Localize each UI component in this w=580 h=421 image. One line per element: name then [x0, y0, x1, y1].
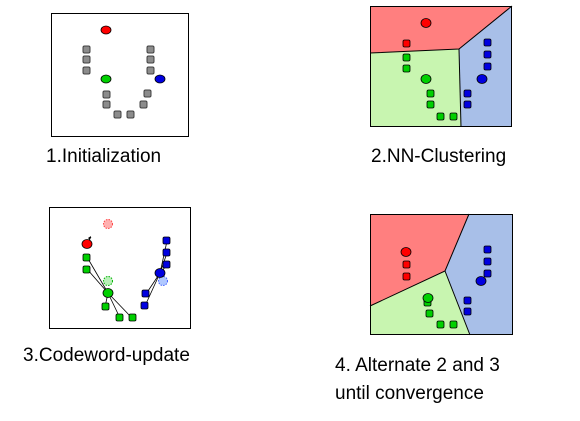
- data-point: [402, 272, 411, 281]
- previous-red-codeword-icon: [103, 219, 113, 229]
- data-point: [143, 89, 152, 98]
- data-point: [463, 100, 472, 109]
- data-point: [483, 245, 492, 254]
- red-points: [402, 260, 411, 281]
- previous-blue-codeword-icon: [158, 276, 168, 286]
- data-point: [141, 289, 150, 298]
- red-codeword: [420, 18, 432, 28]
- red-region: [370, 214, 469, 306]
- green-region: [370, 49, 461, 127]
- caption-initialization: 1.Initialization: [46, 146, 162, 167]
- convergence-plot: [369, 213, 513, 336]
- blue-region: [445, 214, 513, 335]
- blue-points: [463, 38, 492, 109]
- red-codeword: [400, 247, 412, 257]
- green-codeword: [420, 74, 432, 84]
- caption-alternate-until-convergence: 4. Alternate 2 and 3 until convergence: [335, 355, 500, 404]
- data-point: [436, 112, 445, 121]
- data-point: [402, 64, 411, 73]
- data-point: [483, 50, 492, 59]
- red-points: [402, 39, 411, 48]
- data-point: [82, 253, 91, 262]
- data-point: [463, 307, 472, 316]
- data-point: [126, 110, 135, 119]
- blue-codeword: [154, 268, 166, 278]
- data-point: [426, 89, 435, 98]
- boundary-line: [444, 270, 471, 336]
- data-point: [139, 100, 148, 109]
- data-point: [483, 62, 492, 71]
- data-point: [436, 320, 445, 329]
- green-region: [370, 271, 470, 335]
- data-point: [146, 45, 155, 54]
- data-point: [463, 296, 472, 305]
- panel-codeword-update: [49, 207, 191, 329]
- data-point: [82, 45, 91, 54]
- caption-codeword-update: 3.Codeword-update: [23, 345, 190, 366]
- panel-initialization: [51, 13, 189, 137]
- plot-frame: [370, 214, 513, 335]
- green-codeword: [422, 293, 434, 303]
- green-codeword: [102, 288, 114, 298]
- data-point: [140, 301, 149, 310]
- data-point: [102, 100, 111, 109]
- red-codeword: [100, 25, 112, 35]
- data-point: [449, 112, 458, 121]
- data-points: [82, 45, 155, 119]
- data-point: [82, 55, 91, 64]
- panel-nn-clustering: [369, 5, 513, 128]
- plot-frame: [370, 6, 512, 127]
- data-point: [483, 269, 492, 278]
- initialization-plot: [51, 13, 189, 137]
- data-point: [402, 39, 411, 48]
- data-point: [449, 320, 458, 329]
- data-point: [426, 100, 435, 109]
- data-point: [483, 257, 492, 266]
- data-point: [402, 53, 411, 62]
- boundary-line: [458, 48, 462, 128]
- data-point: [146, 55, 155, 64]
- data-point: [162, 236, 171, 245]
- codeword-update-plot: [49, 207, 191, 329]
- data-point: [162, 248, 171, 257]
- green-points: [402, 53, 458, 121]
- data-point: [463, 89, 472, 98]
- green-points: [82, 253, 137, 322]
- data-point: [113, 110, 122, 119]
- movement-arrow-icon: [88, 236, 92, 241]
- caption-nn-clustering: 2.NN-Clustering: [371, 146, 507, 167]
- green-codeword: [100, 74, 112, 84]
- data-point: [483, 38, 492, 47]
- data-point: [402, 260, 411, 269]
- blue-points: [463, 245, 492, 316]
- blue-codeword: [154, 74, 166, 84]
- red-codeword: [81, 239, 93, 249]
- panel-convergence: [369, 213, 513, 336]
- data-point: [162, 260, 171, 269]
- data-point: [425, 309, 434, 318]
- blue-points: [140, 236, 171, 310]
- data-point: [82, 265, 91, 274]
- data-point: [128, 313, 137, 322]
- data-point: [82, 66, 91, 75]
- previous-green-codeword-icon: [103, 276, 113, 286]
- data-point: [102, 90, 111, 99]
- data-point: [115, 313, 124, 322]
- data-point: [146, 66, 155, 75]
- blue-codeword: [476, 74, 488, 84]
- blue-codeword: [475, 276, 487, 286]
- nn-clustering-plot: [369, 5, 513, 128]
- data-point: [101, 302, 110, 311]
